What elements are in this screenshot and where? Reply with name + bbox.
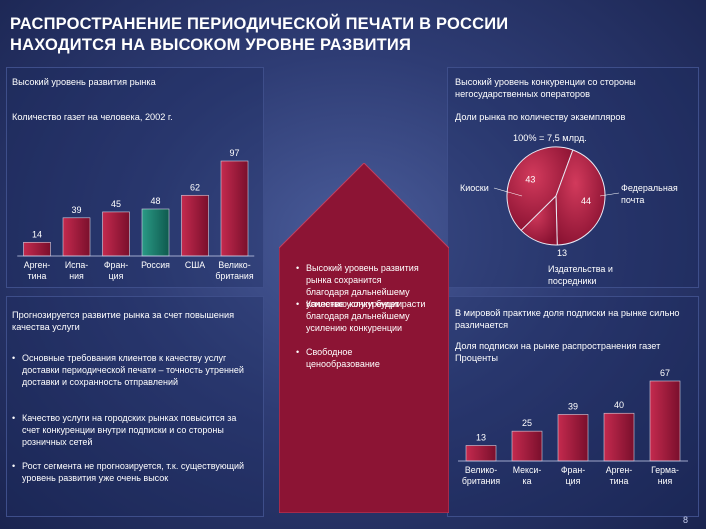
center-bullet-3: Свободное ценообразование — [296, 346, 426, 370]
category-label-1: Мекси- — [513, 465, 542, 475]
page-number: 8 — [682, 515, 688, 525]
pie-slice-1 — [555, 149, 606, 246]
right-subheader: Доли рынка по количеству экземпляров — [455, 112, 626, 122]
left-bullet-2: Качество услуги на городских рынках повы… — [12, 412, 252, 448]
category-label-1: Испа- — [65, 260, 88, 270]
right-world-note: В мировой практике доля подписки на рынк… — [455, 308, 680, 330]
category-label-0: Велико- — [465, 465, 497, 475]
left-bullet-1: Основные требования клиентов к качеству … — [12, 352, 252, 388]
bar-value-label-1: 39 — [71, 205, 81, 215]
bar-value-label-5: 97 — [229, 148, 239, 158]
category-label-2: Фран- — [561, 465, 585, 475]
pie-slice-2 — [520, 194, 558, 246]
pie-value-label-0: 43 — [525, 175, 535, 185]
category-label-5: Велико- — [218, 260, 250, 270]
pie-category-label-2-line2: посредники — [548, 276, 596, 286]
category-label-line2-1: ния — [69, 271, 84, 281]
title-line-1: РАСПРОСТРАНЕНИЕ ПЕРИОДИЧЕСКОЙ ПЕЧАТИ В Р… — [10, 15, 509, 33]
pie-value-label-1: 44 — [581, 196, 591, 206]
center-bullet-2: Качество услуги будет расти благодаря да… — [296, 298, 426, 334]
bar-value-label-2: 45 — [111, 199, 121, 209]
bar-1 — [511, 430, 543, 462]
right-header: Высокий уровень конкуренции со стороны н… — [455, 77, 636, 99]
category-label-3: Россия — [141, 260, 170, 270]
category-label-3: Арген- — [606, 465, 633, 475]
bar-value-label-3: 48 — [150, 196, 160, 206]
pie-leader-1 — [599, 192, 620, 197]
title-line-2: НАХОДИТСЯ НА ВЫСОКОМ УРОВНЕ РАЗВИТИЯ — [10, 36, 412, 54]
bar-0 — [465, 445, 497, 462]
bar-4 — [181, 194, 209, 257]
left-forecast-note: Прогнозируется развитие рынка за счет по… — [12, 310, 235, 332]
category-label-line2-3: тина — [610, 476, 629, 486]
pie-category-label-2: Издательства и — [548, 264, 613, 274]
category-label-line2-1: ка — [523, 476, 532, 486]
category-label-line2-0: тина — [28, 271, 47, 281]
pie-total-label: 100% = 7,5 млрд. — [513, 133, 587, 143]
category-label-line2-0: британия — [462, 476, 500, 486]
bar-value-label-3: 40 — [614, 400, 624, 410]
bar-4 — [649, 380, 681, 462]
bar-3 — [603, 412, 635, 462]
bar-value-label-0: 13 — [476, 432, 486, 442]
bar-2 — [102, 211, 130, 257]
category-label-2: Фран- — [104, 260, 128, 270]
right-subheader-2-units: Проценты — [455, 353, 498, 363]
bar-value-label-1: 25 — [522, 418, 532, 428]
left-bullet-3: Рост сегмента не прогнозируется, т.к. су… — [12, 460, 252, 484]
bar-value-label-4: 62 — [190, 182, 200, 192]
left-header: Высокий уровень развития рынка — [12, 77, 156, 87]
left-subheader: Количество газет на человека, 2002 г. — [12, 112, 173, 122]
bar-value-label-4: 67 — [660, 368, 670, 378]
pie-slice-0 — [506, 146, 574, 232]
page-title: РАСПРОСТРАНЕНИЕ ПЕРИОДИЧЕСКОЙ ПЕЧАТИ В Р… — [10, 14, 610, 56]
pie-leader-0 — [493, 187, 523, 197]
category-label-line2-2: ция — [109, 271, 124, 281]
category-label-line2-4: ния — [658, 476, 673, 486]
pie-value-label-2: 13 — [557, 248, 567, 258]
category-label-line2-5: британия — [215, 271, 253, 281]
pie-category-label-0: Киоски — [460, 183, 489, 193]
bar-value-label-2: 39 — [568, 401, 578, 411]
pie-category-label-1: Федеральная — [621, 183, 678, 193]
category-label-4: Герма- — [651, 465, 679, 475]
bar-2 — [557, 414, 589, 462]
pie-category-label-1-line2: почта — [621, 195, 644, 205]
category-label-4: США — [185, 260, 205, 270]
center-house-shape — [279, 163, 449, 513]
bar-5 — [220, 160, 249, 257]
bar-1 — [62, 217, 91, 257]
bar-3 — [141, 208, 170, 257]
right-subheader-2: Доля подписки на рынке распространения г… — [455, 341, 661, 351]
category-label-0: Арген- — [24, 260, 51, 270]
category-label-line2-2: ция — [566, 476, 581, 486]
bar-value-label-0: 14 — [32, 229, 42, 239]
